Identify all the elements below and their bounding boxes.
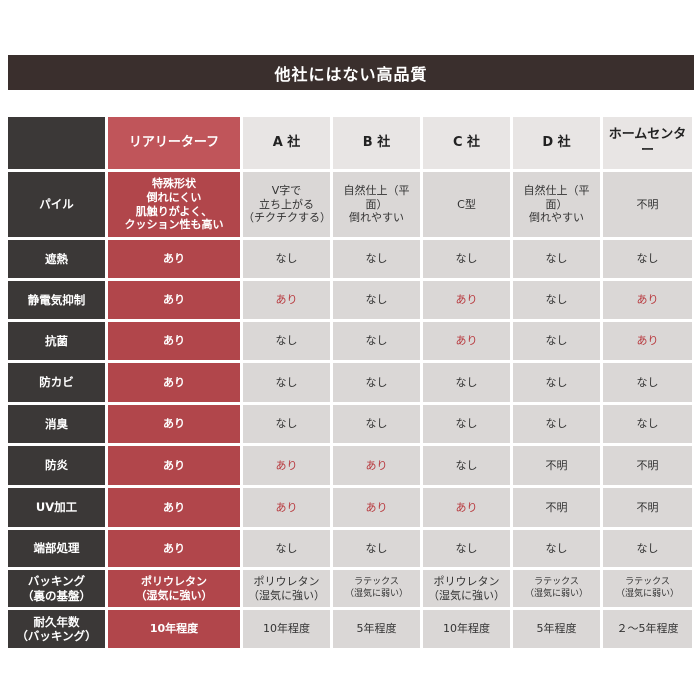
- page-title: 他社にはない高品質: [8, 55, 694, 90]
- column-header: D 社: [513, 117, 600, 169]
- table-cell: あり: [108, 363, 240, 402]
- table-cell: なし: [333, 281, 420, 319]
- table-cell: ポリウレタン （湿気に強い）: [243, 570, 330, 607]
- table-cell: あり: [108, 322, 240, 360]
- table-cell: あり: [333, 488, 420, 527]
- column-header: C 社: [423, 117, 510, 169]
- row-header: 端部処理: [8, 530, 105, 567]
- column-header: ホームセンター: [603, 117, 692, 169]
- row-header: 静電気抑制: [8, 281, 105, 319]
- table-cell: なし: [333, 363, 420, 402]
- row-header: 防カビ: [8, 363, 105, 402]
- row-header: UV加工: [8, 488, 105, 527]
- table-cell: あり: [423, 322, 510, 360]
- table-cell: なし: [243, 322, 330, 360]
- table-cell: あり: [108, 488, 240, 527]
- table-cell: 不明: [603, 446, 692, 485]
- table-cell: V字で 立ち上がる （チクチクする）: [243, 172, 331, 237]
- column-header: A 社: [243, 117, 330, 169]
- corner-cell: [8, 117, 105, 169]
- row-header: 遮熱: [8, 240, 105, 278]
- table-cell: ラテックス （湿気に弱い）: [333, 570, 420, 607]
- table-cell: なし: [423, 405, 510, 443]
- table-cell: ラテックス （湿気に弱い）: [513, 570, 600, 607]
- table-cell: 自然仕上（平面） 倒れやすい: [513, 172, 600, 237]
- table-cell: なし: [243, 240, 330, 278]
- table-cell: あり: [423, 281, 510, 319]
- table-cell: あり: [108, 446, 240, 485]
- table-cell: あり: [108, 281, 240, 319]
- table-cell: 不明: [513, 446, 600, 485]
- table-cell: なし: [423, 240, 510, 278]
- table-cell: 特殊形状 倒れにくい 肌触りがよく、 クッション性も高い: [108, 172, 240, 237]
- table-cell: なし: [423, 530, 510, 567]
- table-cell: なし: [513, 363, 600, 402]
- table-cell: なし: [603, 363, 692, 402]
- table-cell: なし: [243, 363, 330, 402]
- table-cell: なし: [333, 240, 420, 278]
- table-cell: あり: [108, 530, 240, 567]
- row-header: 耐久年数 （バッキング）: [8, 610, 105, 648]
- table-cell: あり: [108, 240, 240, 278]
- row-header: 抗菌: [8, 322, 105, 360]
- table-cell: 不明: [513, 488, 600, 527]
- table-cell: あり: [243, 488, 330, 527]
- table-cell: なし: [333, 322, 420, 360]
- table-cell: なし: [603, 530, 692, 567]
- table-cell: 5年程度: [333, 610, 420, 648]
- table-cell: ポリウレタン （湿気に強い）: [423, 570, 510, 607]
- table-cell: なし: [243, 530, 330, 567]
- table-cell: なし: [243, 405, 330, 443]
- table-cell: あり: [333, 446, 420, 485]
- table-cell: ポリウレタン （湿気に強い）: [108, 570, 240, 607]
- table-cell: 自然仕上（平面） 倒れやすい: [333, 172, 420, 237]
- table-cell: 10年程度: [423, 610, 510, 648]
- table-cell: なし: [513, 405, 600, 443]
- table-cell: あり: [243, 281, 330, 319]
- table-cell: なし: [513, 281, 600, 319]
- table-cell: なし: [603, 405, 692, 443]
- table-cell: あり: [603, 322, 692, 360]
- table-cell: 10年程度: [243, 610, 330, 648]
- table-cell: なし: [333, 405, 420, 443]
- table-cell: あり: [243, 446, 330, 485]
- table-cell: ラテックス （湿気に弱い）: [603, 570, 692, 607]
- row-header: バッキング （裏の基盤）: [8, 570, 105, 607]
- table-cell: 不明: [603, 488, 692, 527]
- table-cell: ２～5年程度: [603, 610, 692, 648]
- table-cell: なし: [423, 363, 510, 402]
- table-cell: なし: [513, 240, 600, 278]
- table-cell: なし: [423, 446, 510, 485]
- table-cell: 5年程度: [513, 610, 600, 648]
- column-header: リアリーターフ: [108, 117, 240, 169]
- table-cell: あり: [603, 281, 692, 319]
- column-header: B 社: [333, 117, 420, 169]
- row-header: パイル: [8, 172, 105, 237]
- table-cell: 10年程度: [108, 610, 240, 648]
- table-cell: なし: [513, 530, 600, 567]
- row-header: 防炎: [8, 446, 105, 485]
- table-cell: なし: [513, 322, 600, 360]
- table-cell: なし: [603, 240, 692, 278]
- row-header: 消臭: [8, 405, 105, 443]
- table-cell: あり: [423, 488, 510, 527]
- table-cell: なし: [333, 530, 420, 567]
- table-cell: C型: [423, 172, 510, 237]
- table-cell: あり: [108, 405, 240, 443]
- table-cell: 不明: [603, 172, 692, 237]
